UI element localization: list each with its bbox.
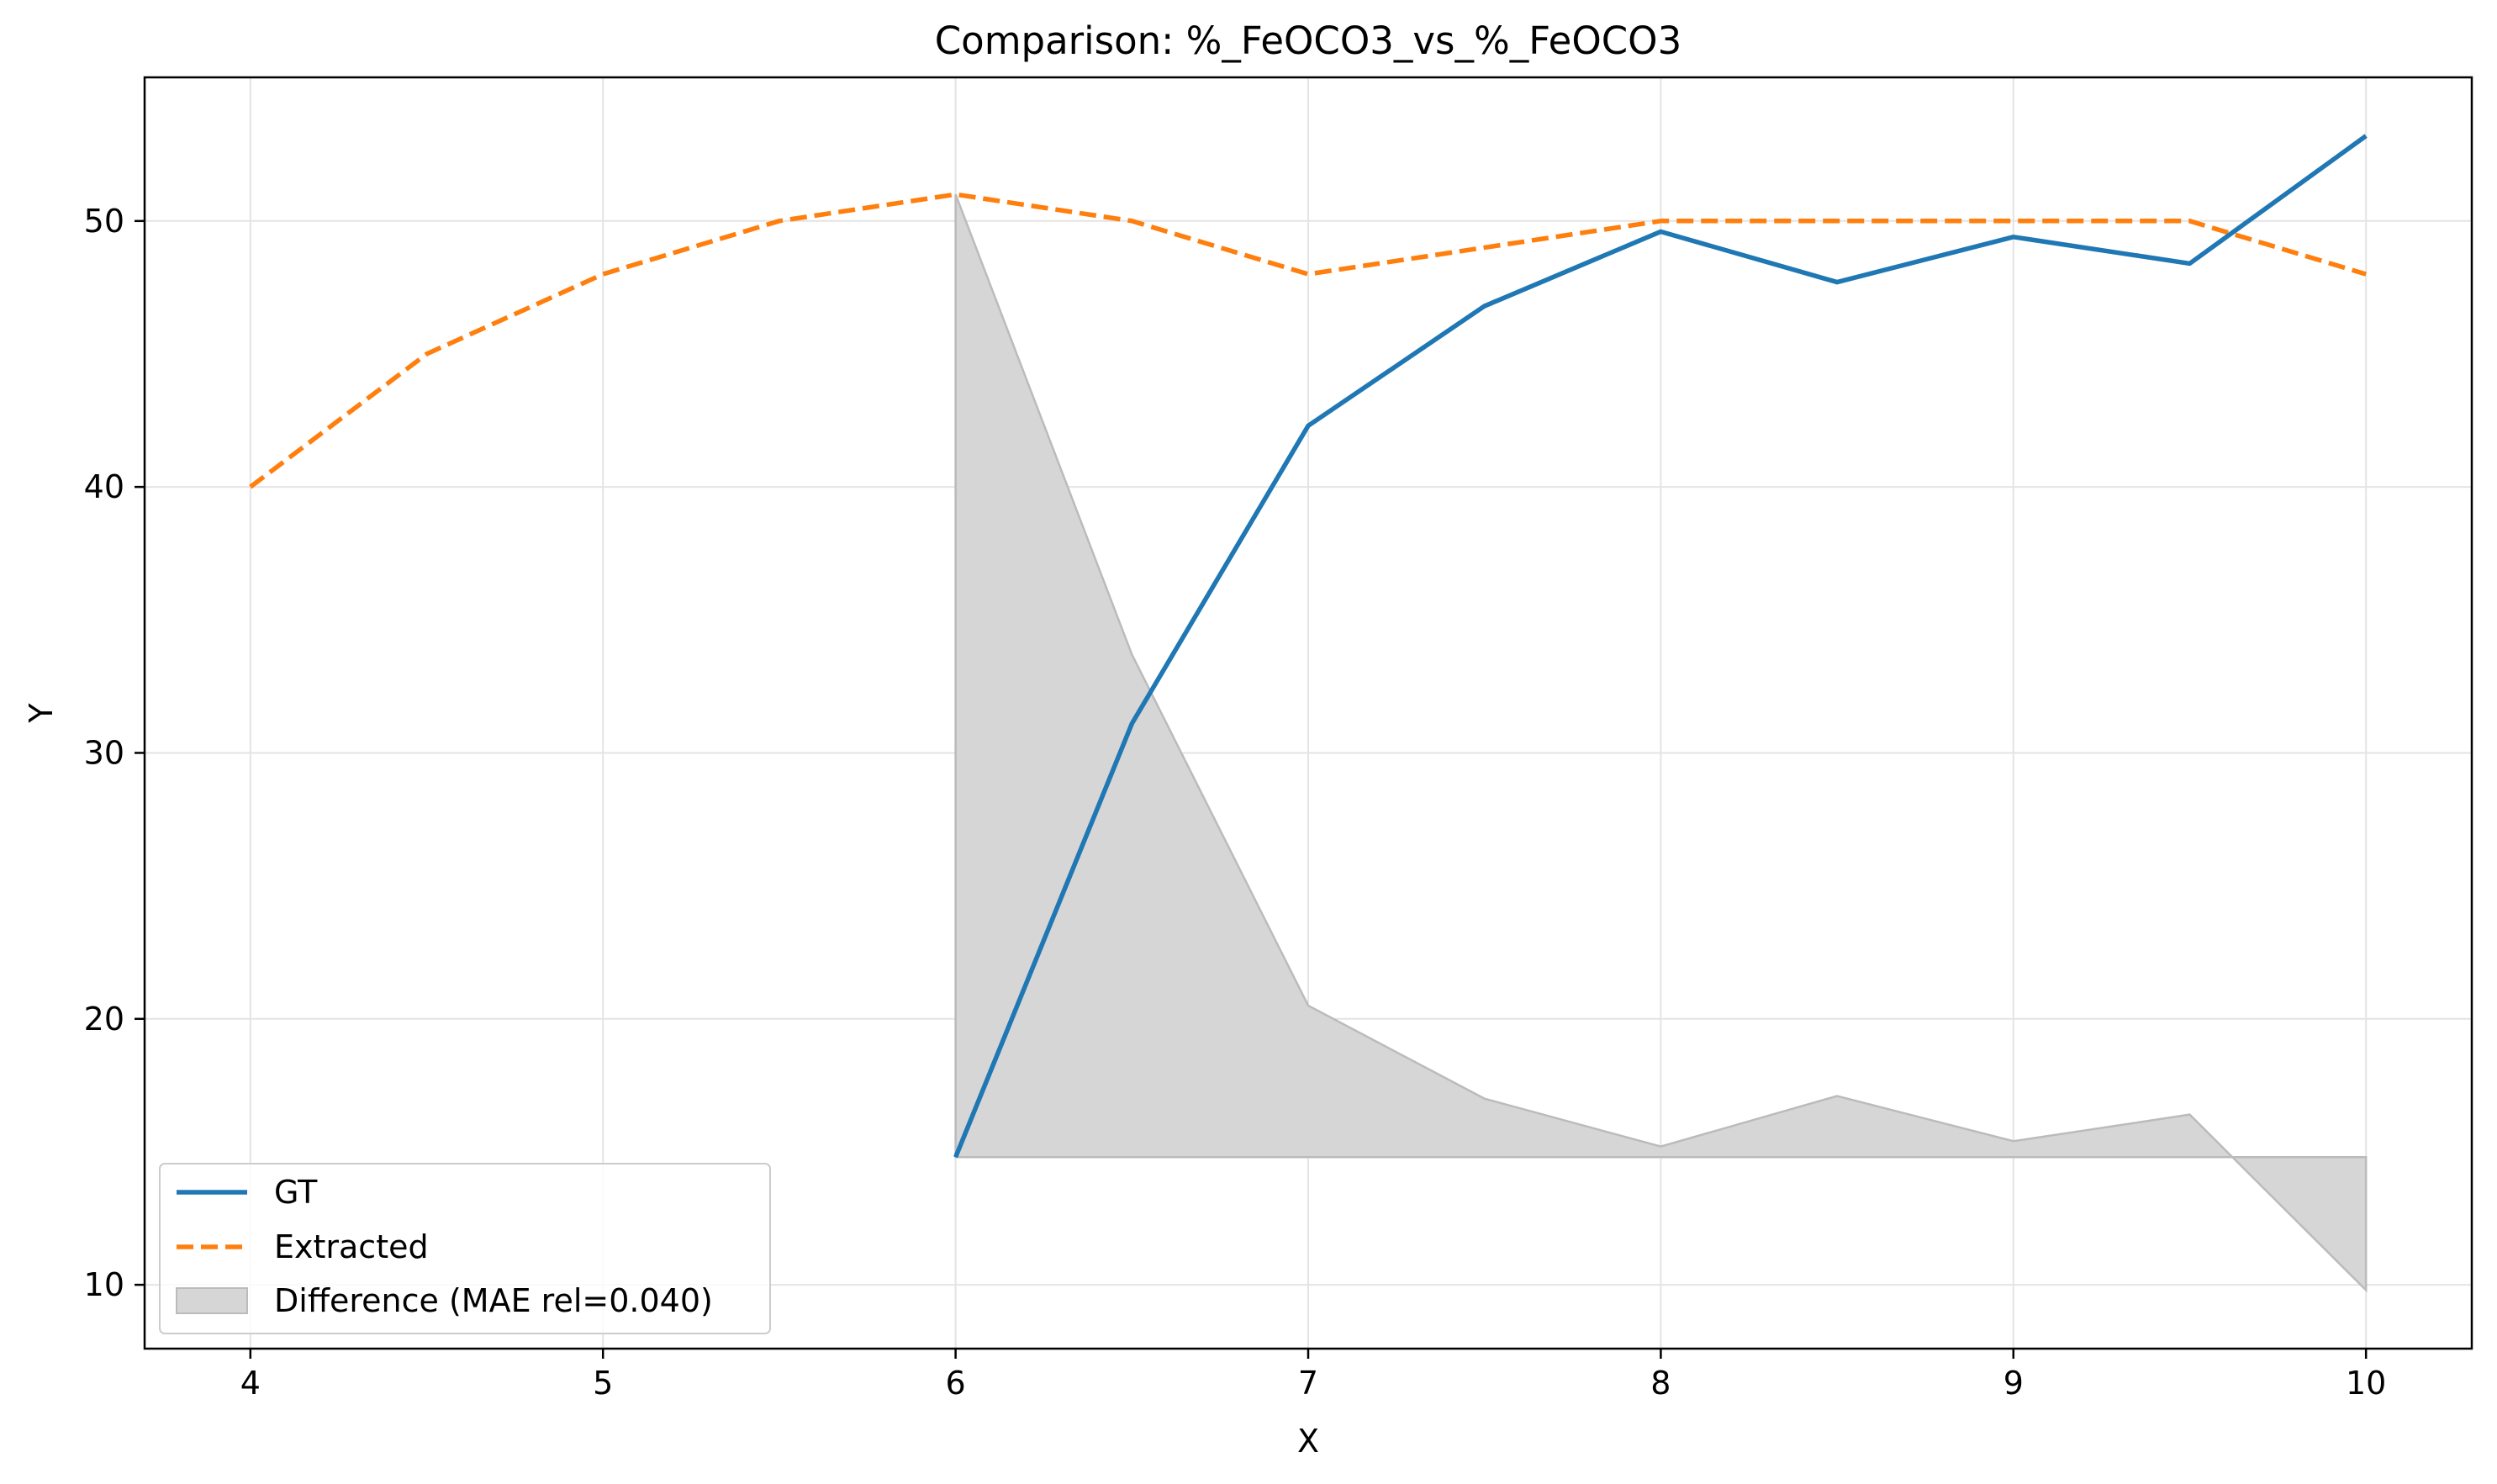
legend-gt-label: GT [274,1174,318,1211]
y-axis-label: Y [23,703,60,724]
legend-difference-swatch [176,1287,248,1314]
series-line-gt [953,134,2368,1159]
x-tick-label: 4 [240,1365,261,1402]
y-tick-label: 40 [84,468,124,505]
y-tick-label: 30 [84,734,124,771]
x-tick-label: 5 [593,1365,613,1402]
x-tick-label: 9 [2003,1365,2024,1402]
x-tick-label: 10 [2346,1365,2386,1402]
difference-area [954,193,2368,1293]
y-tick-label: 10 [84,1266,124,1303]
legend-extracted-label: Extracted [274,1228,429,1265]
series-layer [249,134,2368,1159]
y-tick-label: 20 [84,1001,124,1038]
legend-difference-label: Difference (MAE rel=0.040) [274,1282,713,1319]
y-tick-label: 50 [84,203,124,240]
x-axis-label: X [1297,1423,1319,1460]
x-tick-label: 8 [1650,1365,1671,1402]
y-axis-ticks: 10 20 30 40 50 [84,203,145,1303]
x-axis-ticks: 4 5 6 7 8 9 10 [240,1349,2386,1402]
legend: GT Extracted Difference (MAE rel=0.040) [159,1163,771,1334]
x-tick-label: 7 [1298,1365,1318,1402]
x-tick-label: 6 [946,1365,966,1402]
difference-area-layer [954,193,2368,1293]
legend-box [159,1163,771,1334]
chart-title: Comparison: %_FeOCO3_vs_%_FeOCO3 [935,18,1682,63]
